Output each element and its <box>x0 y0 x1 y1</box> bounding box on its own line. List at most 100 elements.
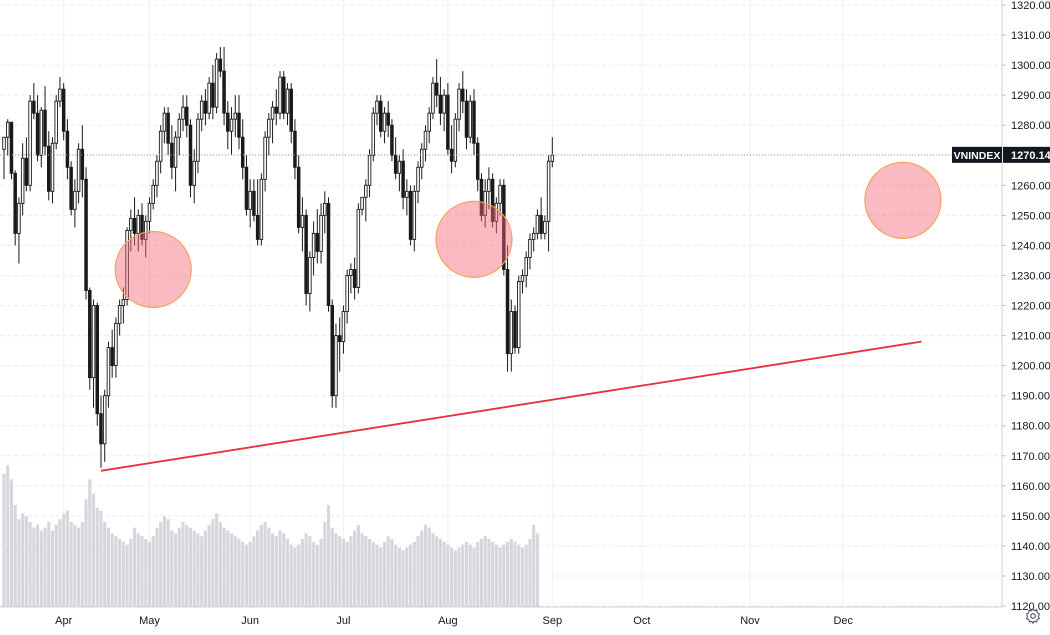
volume-bar <box>91 493 96 607</box>
volume-bar <box>9 479 14 607</box>
volume-bar <box>416 536 420 607</box>
time-axis[interactable]: Apr May Jun Jul Aug Sep Oct Nov Dec <box>0 606 1002 627</box>
candle <box>155 155 159 198</box>
candle-body-down <box>293 130 297 168</box>
candle-body-up <box>364 184 368 198</box>
volume-bar <box>450 547 454 607</box>
candle-body-down <box>80 148 85 180</box>
volume-bar <box>394 544 398 607</box>
candle <box>326 197 331 312</box>
volume-bar <box>155 527 159 607</box>
price-axis[interactable]: 1120.00 1130.00 1140.00 1150.00 1160.00 1170.… <box>1001 0 1050 613</box>
candle <box>431 77 435 120</box>
settings-button[interactable] <box>1018 604 1048 628</box>
candle-body-down <box>502 184 506 270</box>
candle-body-down <box>296 166 301 228</box>
candle-body-up <box>516 281 521 349</box>
candle <box>69 161 73 216</box>
candle <box>214 53 219 114</box>
candle-body-up <box>129 217 133 231</box>
candle-body-up <box>457 88 461 120</box>
candle <box>531 227 536 252</box>
candle <box>498 179 502 216</box>
highlight-circles <box>114 161 942 309</box>
price-tick-label: 1170.00 <box>1011 451 1050 463</box>
volume-bar <box>185 524 189 607</box>
candle-body-up <box>543 220 547 234</box>
candle-body-up <box>192 160 196 186</box>
volume-bar <box>491 541 495 607</box>
candle <box>117 299 122 336</box>
candle-body-up <box>162 112 167 132</box>
candle <box>412 185 417 252</box>
candle <box>35 95 40 162</box>
volume-bar <box>367 539 372 607</box>
volume-bar <box>382 541 387 607</box>
candle-body-up <box>54 100 58 144</box>
candle-body-up <box>442 94 446 114</box>
candle <box>222 47 226 126</box>
candle-body-up <box>427 112 431 132</box>
candle <box>39 107 44 168</box>
candle <box>106 341 111 408</box>
volume-bar <box>371 541 375 607</box>
candle-body-up <box>498 184 502 204</box>
volume-bar <box>468 544 472 607</box>
price-tick-label: 1120.00 <box>1011 601 1050 613</box>
volume-bar <box>36 524 40 607</box>
price-tick-label: 1250.00 <box>1011 210 1050 222</box>
volume-bar <box>99 510 103 607</box>
candle-body-up <box>263 136 267 180</box>
candle <box>423 125 428 162</box>
candle <box>237 95 241 150</box>
last-price-label: 1270.14 <box>1011 150 1050 162</box>
candle <box>535 209 540 240</box>
candle <box>315 209 320 264</box>
volume-bar <box>319 539 323 607</box>
candle <box>125 227 129 306</box>
candle <box>207 77 211 120</box>
highlight-circle <box>435 200 513 279</box>
candle-body-up <box>416 166 420 192</box>
candle-body-up <box>207 82 211 114</box>
volume-bar <box>524 544 528 607</box>
candle-body-up <box>58 88 62 102</box>
volume-bar <box>379 547 383 607</box>
candle <box>140 203 144 246</box>
volume-bar <box>326 505 331 607</box>
candle-body-up <box>308 256 312 294</box>
volume-bar <box>386 536 390 607</box>
volume-bar <box>479 539 484 607</box>
volume-bar <box>461 544 465 607</box>
candle-body-up <box>20 157 25 204</box>
candle-body-down <box>13 172 17 234</box>
price-tick-label: 1220.00 <box>1011 301 1050 313</box>
candle <box>248 179 252 228</box>
candle-body-down <box>218 58 223 72</box>
candle <box>136 209 141 252</box>
time-tick-label: Dec <box>833 615 853 627</box>
candle-body-down <box>222 70 226 114</box>
candle-body-down <box>274 106 279 114</box>
candle-body-up <box>546 160 551 222</box>
candle <box>446 83 450 156</box>
candle <box>390 119 394 162</box>
volume-bar <box>401 550 405 607</box>
candle <box>550 137 555 168</box>
candle <box>47 131 51 201</box>
candle <box>300 197 305 252</box>
candle <box>32 83 36 120</box>
volume-bar <box>528 539 532 607</box>
candle <box>464 89 469 150</box>
volume-bar <box>88 479 92 607</box>
volume-bar <box>162 516 166 607</box>
candle-body-up <box>300 214 305 228</box>
highlight-circle <box>864 161 942 239</box>
candle-body-down <box>240 136 245 168</box>
volume-bar <box>174 533 178 607</box>
candle-body-down <box>304 214 308 294</box>
volume-bar <box>129 539 133 607</box>
volume-bar <box>103 522 107 607</box>
candle <box>345 269 349 324</box>
